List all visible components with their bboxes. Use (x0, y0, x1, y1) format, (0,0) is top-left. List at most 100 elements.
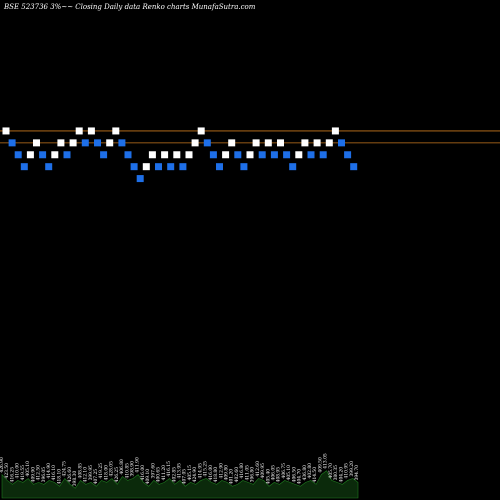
volume-label: 398.30 (73, 471, 78, 487)
renko-brick-up (277, 139, 284, 147)
volume-label: 380.35 (334, 465, 339, 481)
volume-label: 410.95 (345, 463, 350, 479)
volume-label: 408.85 (78, 463, 83, 479)
volume-label: 404.20 (339, 467, 344, 483)
renko-brick-up (57, 139, 65, 147)
volume-label: 426.25 (115, 467, 120, 483)
renko-brick-down (45, 163, 53, 171)
volume-label: 426.60 (68, 467, 73, 483)
volume-label: 411.05 (245, 465, 250, 481)
volume-label: 409.95 (261, 463, 266, 479)
renko-brick-down (8, 139, 16, 147)
renko-brick-down (118, 139, 126, 147)
renko-brick-down (270, 151, 278, 159)
volume-label: 404.70 (298, 469, 303, 485)
renko-brick-down (124, 151, 132, 159)
volume-label: 416.00 (141, 465, 146, 481)
volume-label: 406.80 (120, 459, 125, 475)
volume-label: 416.15 (167, 461, 172, 477)
renko-brick-down (307, 151, 315, 159)
renko-brick-down (14, 151, 22, 159)
volume-label: 412.10 (84, 467, 89, 483)
volume-label: 405.70 (329, 463, 334, 479)
renko-brick-up (331, 127, 339, 135)
volume-label: 407.25 (94, 469, 99, 485)
volume-label: 399.20 (350, 461, 355, 477)
renko-brick-up (69, 139, 77, 147)
renko-brick-up (325, 139, 333, 147)
renko-brick-down (338, 139, 345, 147)
volume-label: 400.65 (157, 467, 162, 483)
volume-label: 406.50 (292, 467, 297, 483)
renko-brick-up (252, 139, 260, 147)
renko-brick-up (87, 127, 95, 135)
renko-brick-down (155, 163, 162, 171)
volume-label: 394.70 (355, 465, 360, 481)
volume-label: 414.95 (198, 463, 203, 479)
renko-brick-down (289, 163, 297, 171)
volume-label: 409.90 (31, 467, 36, 483)
renko-brick-down (258, 151, 266, 159)
renko-brick-up (148, 151, 156, 159)
volume-label: 396.80 (251, 467, 256, 483)
volume-label: 401.20 (230, 469, 235, 485)
renko-brick-up (173, 151, 181, 159)
renko-brick-down (203, 139, 211, 147)
volume-label: 402.60 (235, 467, 240, 483)
renko-brick-down (344, 151, 352, 159)
renko-brick-up (191, 139, 199, 147)
renko-brick-up (51, 151, 59, 159)
volume-label: 409.10 (146, 469, 151, 485)
renko-brick-down (216, 163, 223, 171)
volume-labels: 426.90 423.50 416.25 410.00 419.55 405.10 409.… (0, 453, 360, 486)
renko-brick-up (112, 127, 120, 135)
volume-label: 412.50 (37, 465, 42, 481)
volume-label: 413.05 (324, 453, 329, 469)
volume-label: 405.15 (188, 465, 193, 481)
renko-brick-up (228, 139, 236, 147)
volume-label: 412.90 (219, 463, 224, 479)
renko-brick-up (301, 139, 309, 147)
volume-label: 423.50 (5, 463, 10, 479)
renko-brick-down (167, 163, 175, 171)
volume-label: 408.95 (277, 467, 282, 483)
renko-brick-down (81, 139, 89, 147)
renko-brick-down (130, 163, 138, 171)
renko-brick-up (33, 139, 40, 147)
volume-label: 416.00 (209, 465, 214, 481)
renko-bricks (2, 127, 358, 183)
volume-label: 428.05 (110, 461, 115, 477)
renko-brick-down (350, 163, 358, 171)
volume-label: 418.00 (104, 465, 109, 481)
volume-label: 418.10 (57, 469, 62, 485)
renko-brick-up (26, 151, 34, 159)
volume-area (1, 470, 359, 499)
volume-label: 416.10 (52, 465, 57, 481)
volume-label: 402.80 (308, 463, 313, 479)
renko-brick-up (142, 163, 150, 171)
renko-brick-down (20, 163, 28, 171)
volume-label: 414.50 (313, 467, 318, 483)
renko-brick-up (264, 139, 272, 147)
renko-brick-down (319, 151, 327, 159)
volume-label: 409.80 (224, 465, 229, 481)
volume-label: 406.75 (282, 463, 287, 479)
volume-label: 436.80 (303, 465, 308, 481)
volume-label: 405.40 (266, 469, 271, 485)
volume-label: 411.90 (136, 457, 141, 473)
volume-label: 419.55 (21, 465, 26, 481)
renko-brick-down (100, 151, 108, 159)
volume-label: 406.05 (271, 465, 276, 481)
renko-brick-up (161, 151, 169, 159)
volume-area-path (1, 470, 359, 499)
volume-label: 410.85 (125, 463, 130, 479)
volume-label: 418.80 (214, 467, 219, 483)
volume-label: 397.60 (151, 463, 156, 479)
renko-brick-down (240, 163, 248, 171)
volume-label: 405.10 (26, 461, 31, 477)
renko-brick-up (106, 139, 114, 147)
volume-label: 424.75 (63, 461, 68, 477)
volume-label: 398.90 (131, 461, 136, 477)
